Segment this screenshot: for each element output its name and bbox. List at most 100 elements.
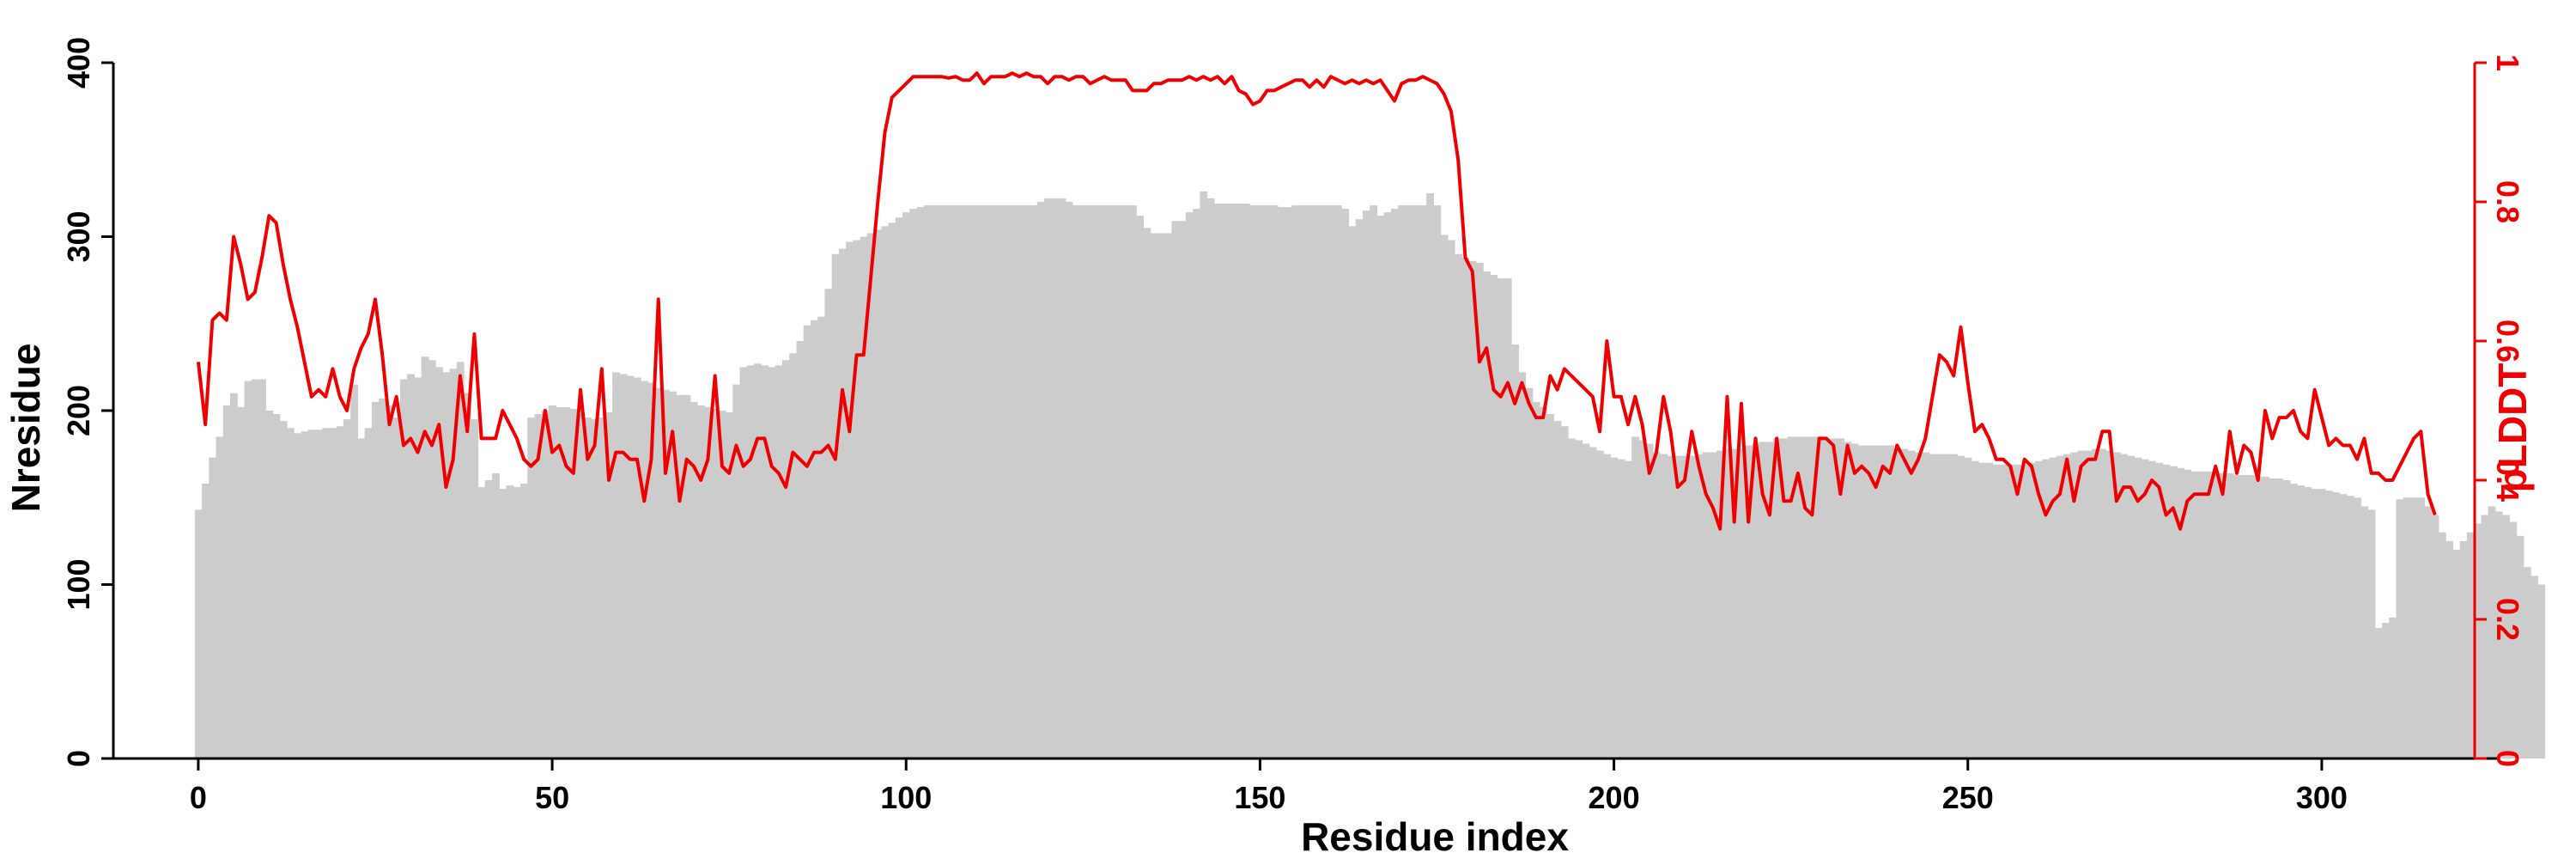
bar — [591, 419, 599, 759]
bar — [435, 367, 443, 759]
bar — [2240, 474, 2248, 758]
bar — [1680, 455, 1689, 758]
bar — [1051, 198, 1060, 758]
bar — [1362, 210, 1370, 759]
bar — [2176, 467, 2184, 758]
bar — [2155, 462, 2164, 758]
bar — [641, 381, 648, 758]
bar — [1008, 205, 1017, 759]
bar — [1553, 421, 1562, 758]
bar — [569, 408, 578, 758]
bar — [1376, 216, 1385, 758]
bar — [1306, 205, 1314, 759]
bar — [2516, 535, 2524, 758]
bar — [732, 384, 741, 759]
bar — [2042, 459, 2050, 758]
bar — [1978, 462, 1986, 758]
bar — [1865, 445, 1874, 758]
bar — [1200, 191, 1208, 759]
bar — [1992, 464, 2001, 758]
bar — [584, 417, 592, 758]
bar — [761, 365, 769, 758]
bar — [1589, 447, 1597, 758]
bar — [697, 405, 705, 758]
bar — [576, 414, 585, 758]
bar — [314, 430, 323, 758]
bar — [2396, 499, 2404, 758]
bar — [1674, 455, 1682, 758]
bar — [1150, 233, 1158, 758]
bar — [1412, 205, 1420, 759]
bar — [2020, 464, 2029, 758]
bar — [258, 379, 266, 758]
y-right-tick-label: 0.2 — [2490, 598, 2525, 641]
bar — [1695, 454, 1704, 759]
bar — [1702, 452, 1710, 758]
bar — [690, 401, 698, 758]
bar — [2424, 506, 2433, 759]
bar — [1950, 454, 1958, 759]
bar — [1044, 198, 1052, 758]
bar — [1872, 445, 1880, 758]
bar — [1001, 205, 1010, 759]
bar — [513, 487, 521, 758]
bar — [2063, 454, 2071, 759]
bar — [2099, 448, 2107, 758]
bar — [1780, 438, 1789, 758]
bar — [824, 289, 833, 758]
bar — [449, 369, 458, 758]
bar — [860, 236, 868, 758]
bar — [1341, 209, 1350, 759]
y-right-tick-label: 0.4 — [2490, 459, 2525, 502]
bar — [1235, 204, 1243, 758]
bar — [2537, 584, 2546, 758]
bar — [2204, 471, 2213, 759]
bar — [2297, 485, 2305, 758]
bar — [1030, 205, 1038, 759]
bar — [1320, 205, 1328, 759]
bar — [1313, 205, 1321, 759]
bar — [1433, 205, 1442, 759]
bar — [1058, 198, 1066, 758]
bar — [2339, 494, 2348, 758]
bar — [1086, 205, 1095, 759]
bar — [1999, 464, 2008, 758]
bar — [456, 362, 465, 758]
bar — [1023, 205, 1031, 759]
bar — [626, 375, 635, 758]
bar — [1964, 457, 1972, 758]
bar — [1455, 253, 1462, 758]
bar — [1568, 438, 1576, 758]
bar — [1206, 198, 1215, 758]
bar — [1178, 221, 1187, 758]
x-tick-label: 100 — [880, 780, 932, 815]
y-right-tick-label: 0 — [2490, 750, 2525, 767]
bar — [2346, 496, 2354, 758]
bar — [1483, 271, 1491, 758]
bar — [519, 484, 528, 758]
bar — [392, 417, 401, 758]
bar — [951, 205, 960, 759]
bar — [746, 365, 755, 758]
bar — [2417, 497, 2426, 758]
bar — [1270, 205, 1279, 759]
bar — [1709, 452, 1717, 758]
bar — [1900, 448, 1909, 758]
y-left-axis-title: Nresidue — [3, 344, 48, 513]
bar — [1036, 202, 1045, 758]
bar — [1497, 278, 1505, 759]
bar — [902, 212, 910, 758]
bar — [895, 217, 903, 759]
bar — [562, 406, 571, 758]
bar — [619, 374, 628, 758]
bar — [1285, 207, 1293, 758]
x-tick-label: 200 — [1589, 780, 1640, 815]
bar — [2325, 490, 2333, 758]
bar — [2219, 472, 2227, 758]
bar — [2247, 474, 2256, 758]
bar — [322, 428, 331, 758]
bar — [1745, 445, 1753, 758]
bar — [866, 233, 875, 758]
bar — [357, 438, 366, 758]
bar — [669, 391, 677, 758]
